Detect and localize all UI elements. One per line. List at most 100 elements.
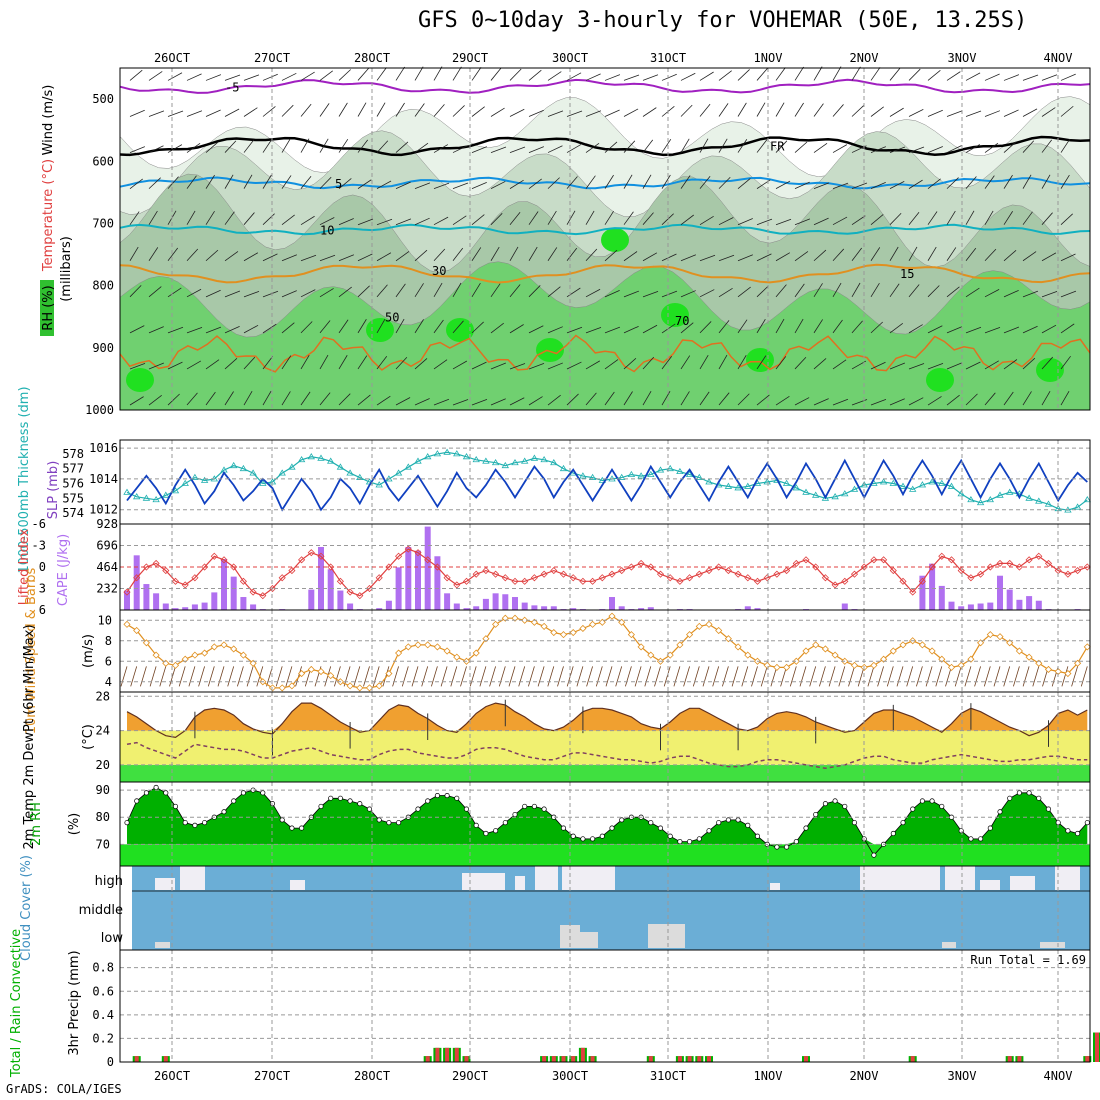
wind-speed-point — [1083, 643, 1091, 651]
precip-convective-bar — [542, 1056, 547, 1062]
li-point — [812, 563, 820, 571]
precip-convective-bar — [1085, 1056, 1090, 1062]
thickness-point — [763, 478, 771, 485]
li-point — [385, 563, 393, 571]
li-point — [346, 588, 354, 596]
surface-wind-barb — [411, 666, 419, 687]
wind-barb — [319, 320, 331, 334]
wind-barb — [699, 103, 711, 117]
wind-barb — [566, 361, 582, 370]
rh-point — [570, 833, 576, 839]
wind-barb — [129, 325, 145, 334]
wind-barb — [908, 68, 921, 81]
wind-barb — [737, 319, 748, 334]
thickness-point — [249, 469, 257, 476]
wind-barb — [889, 283, 900, 298]
wind-barb — [908, 211, 920, 225]
surface-wind-barb — [401, 666, 409, 687]
precip-convective-bar — [571, 1056, 576, 1062]
wind-speed-point — [996, 633, 1004, 641]
wind-barb — [528, 363, 545, 370]
axis-label: 10m Wind Speed & Barbs — [24, 568, 39, 735]
wind-barb — [1060, 174, 1070, 189]
wind-barb — [376, 218, 393, 226]
wind-barb — [1041, 139, 1053, 153]
thickness-point — [647, 470, 655, 477]
wind-barb — [129, 146, 146, 153]
rh-point — [502, 820, 508, 826]
tick-label: 1000 — [85, 403, 114, 417]
wind-barb — [794, 283, 805, 298]
wind-barb — [908, 246, 918, 261]
surface-wind-barb — [508, 666, 516, 687]
thickness-point — [414, 457, 422, 464]
li-point — [569, 574, 577, 582]
surface-wind-barb — [363, 666, 370, 687]
thickness-point — [705, 478, 713, 485]
thickness-point — [462, 453, 471, 460]
wind-barb — [623, 108, 639, 117]
wind-barb — [528, 325, 544, 334]
wind-barb — [414, 319, 424, 334]
rh-high-patch — [926, 368, 954, 392]
axis-label: RH (%) — [41, 285, 56, 330]
wind-barb — [148, 362, 164, 370]
date-label-top: 29OCT — [452, 51, 488, 65]
wind-barb — [965, 176, 977, 189]
wind-barb — [547, 286, 561, 298]
li-point — [686, 574, 694, 582]
wind-barb — [661, 290, 678, 298]
wind-barb — [813, 103, 824, 117]
surface-wind-barb — [198, 666, 205, 687]
li-point — [763, 574, 771, 582]
wind-barb — [946, 210, 956, 225]
li-point — [647, 563, 655, 571]
wind-speed-point — [278, 684, 286, 692]
tick-label: 0.6 — [92, 984, 114, 998]
precip-convective-bar — [1017, 1056, 1022, 1062]
wind-speed-point — [327, 672, 335, 680]
wind-barb — [623, 325, 639, 334]
wind-barb — [965, 361, 981, 370]
tick-label: 0 — [39, 560, 46, 574]
li-point — [152, 559, 160, 567]
wind-barb — [1022, 211, 1033, 225]
rh-high-patch — [746, 348, 774, 372]
wind-speed-point — [870, 661, 878, 669]
cape-bar — [1006, 589, 1013, 610]
thickness-point — [239, 464, 248, 472]
surface-wind-barb — [760, 666, 768, 687]
surface-wind-barb — [469, 666, 477, 687]
wind-barb — [376, 395, 391, 406]
tick-label: 574 — [62, 506, 84, 520]
cape-bar — [124, 590, 130, 610]
wind-barb — [775, 284, 787, 298]
wind-barb — [357, 394, 371, 406]
wind-barb — [870, 361, 886, 370]
rh-point — [221, 809, 227, 815]
wind-barb — [984, 175, 995, 189]
cape-bar — [424, 526, 431, 610]
rh-point — [279, 817, 285, 823]
axis-label: 1000-500mb Thickness (dm) — [17, 386, 32, 573]
rh-point — [192, 822, 198, 828]
wind-barb — [813, 283, 823, 298]
rh-area — [127, 787, 1088, 845]
cape-bar — [327, 569, 334, 610]
wind-barb — [927, 211, 938, 225]
wind-barb — [946, 362, 962, 370]
thickness-point — [453, 450, 461, 457]
li-point — [317, 552, 325, 560]
li-point — [753, 577, 762, 585]
wind-barb — [984, 327, 1001, 334]
wind-barb — [186, 248, 199, 262]
wind-barb — [737, 254, 753, 262]
wind-speed-point — [627, 631, 635, 639]
wind-barb — [148, 177, 161, 189]
wind-speed-point — [356, 684, 364, 692]
wind-barb — [205, 326, 222, 334]
surface-wind-barb — [528, 666, 535, 687]
wind-barb — [1003, 326, 1020, 334]
rh-point — [434, 792, 440, 799]
li-point — [880, 556, 888, 564]
